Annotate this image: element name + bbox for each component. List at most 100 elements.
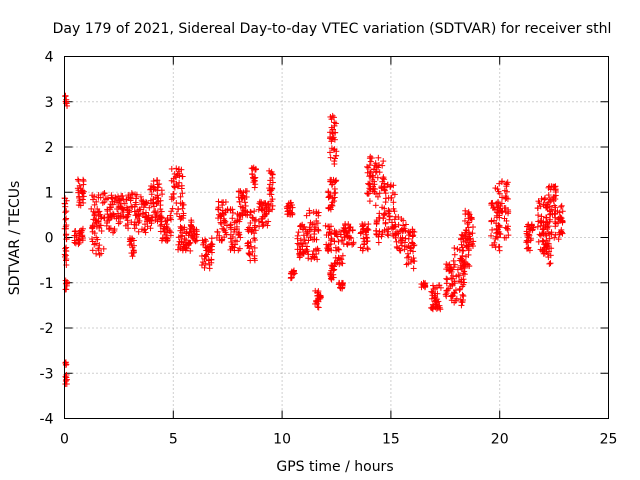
- data-point: [381, 205, 388, 212]
- data-point: [245, 250, 252, 257]
- data-point: [543, 214, 550, 221]
- data-point: [489, 226, 496, 233]
- data-point: [548, 245, 555, 252]
- data-point: [98, 215, 105, 222]
- data-point: [159, 235, 166, 242]
- data-point: [456, 272, 463, 279]
- data-point: [93, 234, 100, 241]
- data-point: [89, 247, 96, 254]
- data-point: [91, 201, 98, 208]
- y-tick-label: 1: [45, 185, 54, 201]
- data-point: [151, 203, 158, 210]
- data-point: [540, 226, 547, 233]
- chart-title: Day 179 of 2021, Sidereal Day-to-day VTE…: [53, 21, 612, 37]
- data-point: [104, 206, 111, 213]
- data-point: [337, 231, 344, 238]
- data-point: [193, 237, 200, 244]
- data-point: [157, 228, 164, 235]
- data-point: [345, 227, 352, 234]
- data-point: [389, 219, 396, 226]
- data-point: [236, 216, 243, 223]
- data-point: [240, 192, 247, 199]
- data-point: [381, 211, 388, 218]
- data-point: [251, 255, 258, 262]
- data-point: [544, 250, 551, 257]
- data-point: [365, 221, 372, 228]
- data-point: [62, 216, 69, 223]
- data-point: [98, 250, 105, 257]
- data-point: [552, 192, 559, 199]
- data-point: [215, 215, 222, 222]
- data-point: [72, 232, 79, 239]
- data-point: [328, 124, 335, 131]
- data-point: [218, 220, 225, 227]
- data-point: [198, 262, 205, 269]
- data-point: [62, 232, 69, 239]
- data-point: [92, 240, 99, 247]
- data-point: [168, 208, 175, 215]
- data-point: [327, 154, 334, 161]
- data-point: [229, 209, 236, 216]
- data-point: [445, 262, 452, 269]
- data-point: [410, 265, 417, 272]
- data-point: [469, 230, 476, 237]
- data-point: [93, 198, 100, 205]
- data-point: [385, 226, 392, 233]
- data-point: [72, 227, 79, 234]
- data-point: [114, 206, 121, 213]
- data-point: [146, 218, 153, 225]
- data-point: [346, 224, 353, 231]
- data-point: [256, 223, 263, 230]
- x-axis-label: GPS time / hours: [276, 459, 393, 475]
- data-point: [406, 229, 413, 236]
- x-tick-label: 15: [382, 432, 400, 448]
- data-point: [364, 234, 371, 241]
- data-point: [443, 287, 450, 294]
- data-point: [364, 163, 371, 170]
- data-point: [142, 229, 149, 236]
- data-point: [395, 230, 402, 237]
- data-point: [555, 236, 562, 243]
- data-point: [461, 271, 468, 278]
- data-point: [447, 282, 454, 289]
- data-point: [503, 234, 510, 241]
- data-point: [558, 202, 565, 209]
- data-point: [75, 187, 82, 194]
- data-point: [546, 211, 553, 218]
- data-point: [80, 199, 87, 206]
- data-point: [201, 255, 208, 262]
- data-point: [74, 176, 81, 183]
- y-tick-label: 3: [45, 95, 54, 111]
- data-point: [541, 244, 548, 251]
- data-point: [62, 209, 69, 216]
- data-point: [242, 199, 249, 206]
- data-point: [62, 195, 69, 202]
- data-point: [190, 235, 197, 242]
- data-point: [206, 243, 213, 250]
- data-point: [221, 234, 228, 241]
- data-point: [266, 207, 273, 214]
- data-point: [123, 196, 130, 203]
- data-point: [405, 260, 412, 267]
- data-point: [205, 248, 212, 255]
- data-point: [358, 229, 365, 236]
- data-point: [534, 223, 541, 230]
- data-point: [213, 234, 220, 241]
- data-point: [525, 221, 532, 228]
- data-point: [117, 213, 124, 220]
- data-point: [523, 228, 530, 235]
- data-point: [326, 223, 333, 230]
- data-point: [296, 250, 303, 257]
- data-point: [100, 191, 107, 198]
- data-point: [462, 233, 469, 240]
- data-point: [364, 245, 371, 252]
- data-point: [548, 183, 555, 190]
- data-point: [76, 194, 83, 201]
- data-point: [265, 218, 272, 225]
- data-point: [148, 185, 155, 192]
- data-point: [305, 237, 312, 244]
- data-point: [97, 194, 104, 201]
- data-point: [132, 191, 139, 198]
- data-point: [187, 247, 194, 254]
- y-tick-label: -3: [40, 366, 54, 382]
